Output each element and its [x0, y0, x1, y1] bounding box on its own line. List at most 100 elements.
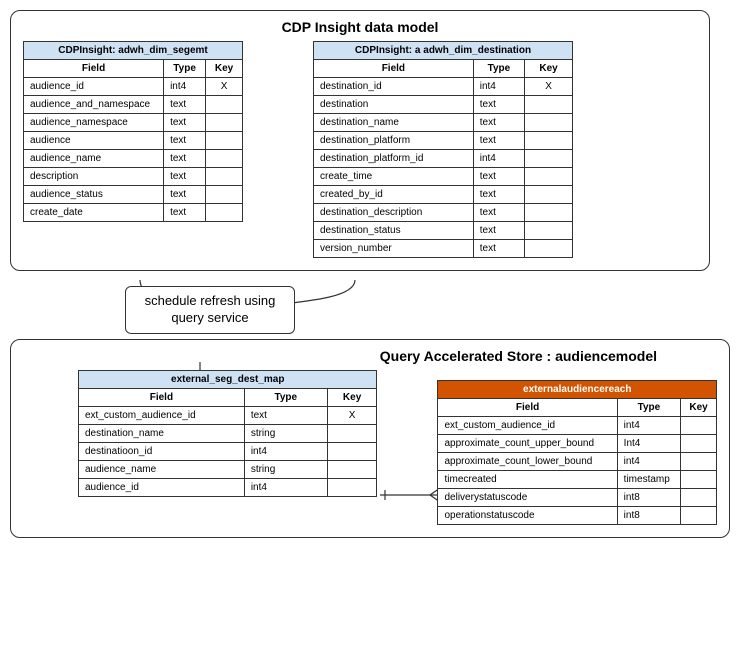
cell-field: destination_platform_id: [314, 150, 474, 168]
segment-title: CDPInsight: adwh_dim_segemt: [24, 42, 243, 60]
top-container-title: CDP Insight data model: [23, 19, 697, 35]
cell-type: text: [473, 96, 524, 114]
cell-field: destination_id: [314, 78, 474, 96]
cell-key: [525, 96, 573, 114]
cell-type: string: [244, 424, 327, 442]
cell-key: [525, 222, 573, 240]
cell-type: text: [164, 150, 206, 168]
col-key: Key: [327, 388, 377, 406]
cell-type: int4: [164, 78, 206, 96]
col-field: Field: [79, 388, 245, 406]
cell-key: X: [327, 406, 377, 424]
cell-type: text: [473, 114, 524, 132]
table-row: version_numbertext: [314, 240, 573, 258]
cell-type: int8: [617, 506, 680, 524]
cell-field: destination: [314, 96, 474, 114]
table-row: operationstatuscodeint8: [438, 506, 717, 524]
cell-key: [206, 150, 243, 168]
reach-title: externalaudiencereach: [438, 380, 717, 398]
destination-rows: destination_idint4Xdestinationtextdestin…: [314, 78, 573, 258]
reach-table: externalaudiencereach Field Type Key ext…: [437, 380, 717, 525]
cell-field: ext_custom_audience_id: [438, 416, 617, 434]
cell-type: text: [473, 240, 524, 258]
cell-key: [327, 460, 377, 478]
cell-field: audience_name: [79, 460, 245, 478]
ext-map-table: external_seg_dest_map Field Type Key ext…: [78, 370, 377, 497]
bottom-container: Query Accelerated Store : audiencemodel …: [10, 339, 730, 538]
cell-field: create_time: [314, 168, 474, 186]
cell-key: [681, 434, 717, 452]
ext-map-rows: ext_custom_audience_idtextXdestination_n…: [79, 406, 377, 496]
cell-type: Int4: [617, 434, 680, 452]
col-field: Field: [314, 60, 474, 78]
cell-type: string: [244, 460, 327, 478]
table-row: descriptiontext: [24, 168, 243, 186]
cell-field: timecreated: [438, 470, 617, 488]
col-field: Field: [438, 398, 617, 416]
cell-key: [327, 478, 377, 496]
col-type: Type: [473, 60, 524, 78]
cell-type: text: [164, 96, 206, 114]
table-row: destination_platformtext: [314, 132, 573, 150]
cell-field: destination_platform: [314, 132, 474, 150]
table-row: audience_namestring: [79, 460, 377, 478]
cell-type: int4: [473, 150, 524, 168]
segment-rows: audience_idint4Xaudience_and_namespacete…: [24, 78, 243, 222]
cell-key: [206, 186, 243, 204]
table-row: destinatioon_idint4: [79, 442, 377, 460]
cell-type: text: [473, 168, 524, 186]
cell-type: text: [164, 114, 206, 132]
cell-field: audience_id: [79, 478, 245, 496]
cell-field: audience_namespace: [24, 114, 164, 132]
top-container: CDP Insight data model CDPInsight: adwh_…: [10, 10, 710, 271]
bottom-container-title: Query Accelerated Store : audiencemodel: [23, 348, 717, 364]
table-row: audience_namespacetext: [24, 114, 243, 132]
cell-field: audience_and_namespace: [24, 96, 164, 114]
cell-type: text: [164, 132, 206, 150]
cell-type: int4: [473, 78, 524, 96]
top-tables-row: CDPInsight: adwh_dim_segemt Field Type K…: [23, 41, 697, 258]
col-key: Key: [525, 60, 573, 78]
segment-table: CDPInsight: adwh_dim_segemt Field Type K…: [23, 41, 243, 222]
cell-type: int4: [244, 442, 327, 460]
table-row: destination_platform_idint4: [314, 150, 573, 168]
table-row: audience_statustext: [24, 186, 243, 204]
cell-type: int8: [617, 488, 680, 506]
table-row: audience_and_namespacetext: [24, 96, 243, 114]
table-row: destination_idint4X: [314, 78, 573, 96]
cell-field: description: [24, 168, 164, 186]
cell-field: created_by_id: [314, 186, 474, 204]
cell-type: text: [473, 204, 524, 222]
cell-field: approximate_count_lower_bound: [438, 452, 617, 470]
cell-key: [681, 488, 717, 506]
cell-type: text: [164, 168, 206, 186]
table-row: audience_idint4: [79, 478, 377, 496]
cell-key: [327, 424, 377, 442]
cell-type: text: [473, 186, 524, 204]
cell-type: text: [473, 222, 524, 240]
table-row: destination_descriptiontext: [314, 204, 573, 222]
cell-key: [525, 132, 573, 150]
table-row: create_datetext: [24, 204, 243, 222]
destination-table: CDPInsight: a adwh_dim_destination Field…: [313, 41, 573, 258]
cell-key: [525, 168, 573, 186]
table-row: ext_custom_audience_idtextX: [79, 406, 377, 424]
cell-field: version_number: [314, 240, 474, 258]
table-row: timecreatedtimestamp: [438, 470, 717, 488]
cell-type: int4: [617, 452, 680, 470]
destination-title: CDPInsight: a adwh_dim_destination: [314, 42, 573, 60]
cell-key: [206, 114, 243, 132]
cell-field: create_date: [24, 204, 164, 222]
table-row: deliverystatuscodeint8: [438, 488, 717, 506]
table-row: ext_custom_audience_idint4: [438, 416, 717, 434]
cell-type: int4: [617, 416, 680, 434]
cell-key: [681, 416, 717, 434]
cell-field: destination_description: [314, 204, 474, 222]
cell-field: destination_name: [79, 424, 245, 442]
cell-key: X: [525, 78, 573, 96]
table-row: destination_namestring: [79, 424, 377, 442]
table-row: approximate_count_lower_boundint4: [438, 452, 717, 470]
table-row: approximate_count_upper_boundInt4: [438, 434, 717, 452]
cell-field: audience_name: [24, 150, 164, 168]
cell-type: timestamp: [617, 470, 680, 488]
